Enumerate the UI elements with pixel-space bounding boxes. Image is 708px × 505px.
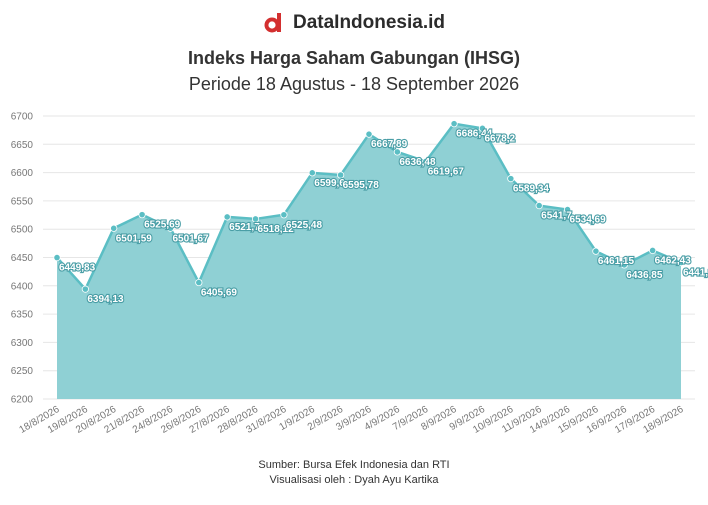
y-tick-label: 6700 [11,112,34,123]
data-label: 6461,15 [598,256,635,267]
y-tick-label: 6650 [11,140,34,151]
data-label: 6436,85 [626,270,663,281]
ihsg-area-fill [57,123,681,399]
data-point [81,285,89,293]
chart-title: Indeks Harga Saham Gabungan (IHSG) [187,48,521,68]
data-point [53,253,61,262]
data-label: 6636,48 [399,157,436,168]
y-tick-label: 6200 [11,395,34,406]
data-point [450,120,458,128]
data-label: 6599,6 [314,178,345,189]
ihsg-area-chart: 6200 6250 6300 6350 6400 6450 6500 6550 6600 6650… [11,112,708,436]
data-label: 6678,2 [484,133,515,144]
y-tick-label: 6600 [11,168,34,179]
data-label: 6589,34 [513,184,550,195]
y-tick-label: 6350 [11,310,34,321]
brand-name: DataIndonesia.id [292,12,446,33]
data-label: 6405,69 [201,288,238,299]
data-label: 6525,69 [144,220,181,231]
source-note: Sumber: Bursa Efek Indonesia dan RTI [258,459,450,471]
y-tick-label: 6250 [11,366,34,377]
data-label: 6441,16 [683,268,708,279]
data-label: 6518,12 [258,224,295,235]
data-label: 6521,7 [229,222,260,233]
y-tick-label: 6400 [11,281,34,292]
data-point [110,224,118,232]
brand-header: DataIndonesia.id [0,12,708,39]
data-point [677,258,685,267]
credit-note: Visualisasi oleh : Dyah Ayu Kartika [269,474,439,486]
data-point [535,201,543,210]
data-point [393,148,401,156]
data-point [422,157,430,166]
data-point [280,211,288,219]
data-point [478,124,487,132]
data-label: 6394,13 [87,294,124,305]
data-point [223,213,231,221]
dataindonesia-logo-icon [264,13,281,33]
y-tick-label: 6550 [11,196,34,207]
data-point [308,169,316,177]
data-point [195,278,203,287]
y-tick-label: 6450 [11,253,34,264]
brand-logo: DataIndonesia.id [263,12,445,34]
chart-footer: Sumber: Bursa Efek Indonesia dan RTI Vis… [0,458,708,488]
data-label: 6501,59 [116,233,153,244]
data-label: 6686,44 [456,129,493,140]
data-point [620,261,628,269]
data-label: 6534,69 [570,215,607,226]
data-label: 6525,48 [286,220,323,231]
y-tick-label: 6500 [11,225,34,236]
data-label: 6501,67 [172,233,209,244]
data-label: 6462,43 [655,255,692,266]
data-label: 6541,7 [541,211,572,222]
data-point [251,215,260,223]
data-point [507,175,515,183]
chart-subtitle: Periode 18 Agustus - 18 September 2026 [188,74,520,94]
data-point [563,205,572,214]
data-label: 6619,67 [428,166,465,177]
data-label: 6667,89 [371,139,408,150]
data-label: 6595,78 [343,180,380,191]
data-label: 6449,83 [59,263,96,274]
data-point [649,246,657,255]
data-point [337,171,345,179]
data-point [592,247,600,255]
data-point [365,130,373,138]
data-point [166,224,175,232]
y-tick-label: 6300 [11,338,34,349]
data-point [138,211,146,219]
